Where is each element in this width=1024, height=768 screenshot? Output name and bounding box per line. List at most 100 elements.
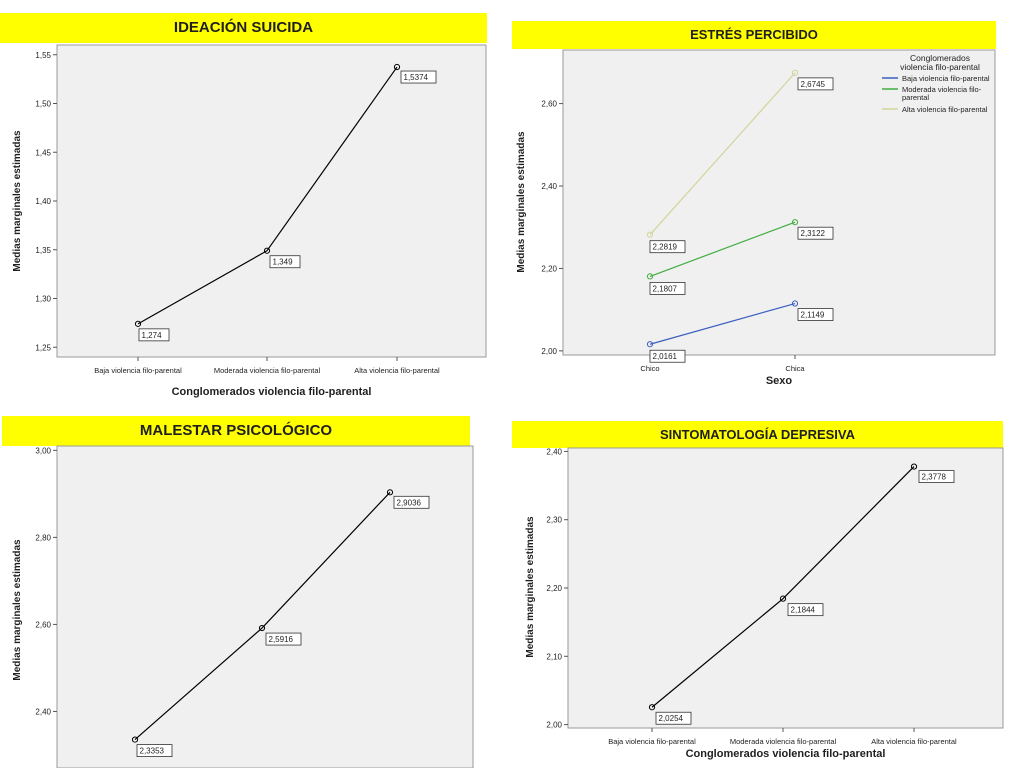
data-label: 2,2819 xyxy=(653,243,678,252)
data-label: 2,1807 xyxy=(653,284,678,293)
series-line xyxy=(649,302,796,345)
data-label-box xyxy=(400,70,437,84)
y-axis-title: Medias marginales estimadas xyxy=(525,516,536,658)
data-label-box xyxy=(649,240,686,254)
data-point xyxy=(386,489,394,496)
data-label: 2,9036 xyxy=(397,498,422,507)
y-tick-label: 2,00 xyxy=(541,347,557,356)
x-tick-label: Chica xyxy=(785,364,805,373)
data-label: 2,0254 xyxy=(659,714,684,723)
data-point xyxy=(646,231,654,238)
data-point xyxy=(791,219,799,226)
data-label-box xyxy=(265,632,302,646)
legend-title: violencia filo-parental xyxy=(900,62,980,72)
x-tick-label: Baja violencia filo-parental xyxy=(608,737,696,746)
y-tick-label: 1,55 xyxy=(35,51,51,60)
y-tick-label: 2,20 xyxy=(541,264,557,273)
data-label-box xyxy=(138,328,170,342)
y-tick-label: 2,10 xyxy=(546,652,562,661)
banner-ideacion-suicida: IDEACIÓN SUICIDA xyxy=(0,13,487,43)
data-label: 2,3122 xyxy=(801,229,826,238)
data-label-box xyxy=(393,495,430,509)
data-label-box xyxy=(649,349,686,363)
data-point xyxy=(393,63,401,71)
data-point xyxy=(648,704,656,711)
legend-title: Conglomerados xyxy=(910,53,970,63)
data-label-box xyxy=(797,226,834,240)
legend-entry: Moderada violencia filo- xyxy=(902,85,982,94)
y-tick-label: 1,40 xyxy=(35,197,51,206)
y-tick-label: 1,50 xyxy=(35,100,51,109)
data-point xyxy=(258,624,266,632)
legend-entry: Alta violencia filo-parental xyxy=(902,105,988,114)
y-tick-label: 2,40 xyxy=(541,182,557,191)
data-point xyxy=(779,595,787,602)
data-label-box xyxy=(269,255,301,269)
x-tick-label: Baja violencia filo-parental xyxy=(94,366,182,375)
legend-entry: parental xyxy=(902,93,929,102)
data-label: 2,3353 xyxy=(140,747,165,756)
x-tick-label: Chico xyxy=(640,364,659,373)
y-tick-label: 1,35 xyxy=(35,246,51,255)
y-axis-title: Medias marginales estimadas xyxy=(12,130,23,272)
data-label: 2,3778 xyxy=(922,473,947,482)
data-point xyxy=(791,69,799,76)
y-tick-label: 2,30 xyxy=(546,516,562,525)
y-tick-label: 2,80 xyxy=(35,533,51,542)
banner-sintomatologia-depresiva: SINTOMATOLOGÍA DEPRESIVA xyxy=(512,421,1003,448)
x-axis-title: Conglomerados violencia filo-parental xyxy=(172,386,372,398)
data-label: 2,0161 xyxy=(653,352,678,361)
data-point xyxy=(791,300,799,307)
data-label-box xyxy=(918,470,955,483)
x-tick-label: Moderada violencia filo-parental xyxy=(214,366,321,375)
data-label: 2,1149 xyxy=(801,311,825,320)
y-tick-label: 1,45 xyxy=(35,148,51,157)
plot-area-0 xyxy=(56,44,487,358)
plot-area-2 xyxy=(56,445,474,768)
y-tick-label: 2,20 xyxy=(546,584,562,593)
data-label: 1,349 xyxy=(273,258,294,267)
x-tick-label: Alta violencia filo-parental xyxy=(871,737,957,746)
y-axis-title: Medias marginales estimadas xyxy=(12,539,23,681)
data-label: 1,274 xyxy=(142,331,163,340)
data-label-box xyxy=(655,711,692,725)
data-label-box xyxy=(649,282,686,295)
data-label-box xyxy=(136,744,173,757)
data-point xyxy=(646,273,654,280)
data-point xyxy=(263,247,271,254)
y-tick-label: 1,25 xyxy=(35,343,51,352)
data-label: 2,1844 xyxy=(791,606,816,615)
plot-area-1 xyxy=(562,49,996,356)
y-tick-label: 2,60 xyxy=(541,100,557,109)
data-label-box xyxy=(797,77,834,91)
data-label: 2,5916 xyxy=(269,635,294,644)
data-point xyxy=(910,463,918,470)
y-tick-label: 1,30 xyxy=(35,295,51,304)
series-line xyxy=(649,221,796,277)
y-tick-label: 2,60 xyxy=(35,620,51,629)
series-line xyxy=(649,72,796,236)
banner-estres-percibido: ESTRÉS PERCIBIDO xyxy=(512,21,996,49)
y-axis-title: Medias marginales estimadas xyxy=(516,131,527,273)
series-line xyxy=(137,66,398,325)
legend-entry: Baja violencia filo-parental xyxy=(902,74,990,83)
y-tick-label: 2,40 xyxy=(546,447,562,456)
data-label: 2,6745 xyxy=(801,80,826,89)
series-line xyxy=(651,466,915,708)
y-tick-label: 3,00 xyxy=(35,446,51,455)
x-tick-label: Moderada violencia filo-parental xyxy=(730,737,837,746)
x-axis-title: Sexo xyxy=(766,375,793,387)
data-label-box xyxy=(787,603,824,617)
data-point xyxy=(646,341,654,348)
series-line xyxy=(134,491,391,741)
data-label-box xyxy=(797,308,834,321)
x-axis-title: Conglomerados violencia filo-parental xyxy=(686,748,886,760)
y-tick-label: 2,40 xyxy=(35,707,51,716)
data-point xyxy=(134,320,142,327)
x-tick-label: Alta violencia filo-parental xyxy=(354,366,440,375)
data-label: 1,5374 xyxy=(404,73,429,82)
banner-malestar-psicologico: MALESTAR PSICOLÓGICO xyxy=(2,416,470,446)
plot-area-3 xyxy=(567,447,1004,729)
data-point xyxy=(131,736,139,743)
